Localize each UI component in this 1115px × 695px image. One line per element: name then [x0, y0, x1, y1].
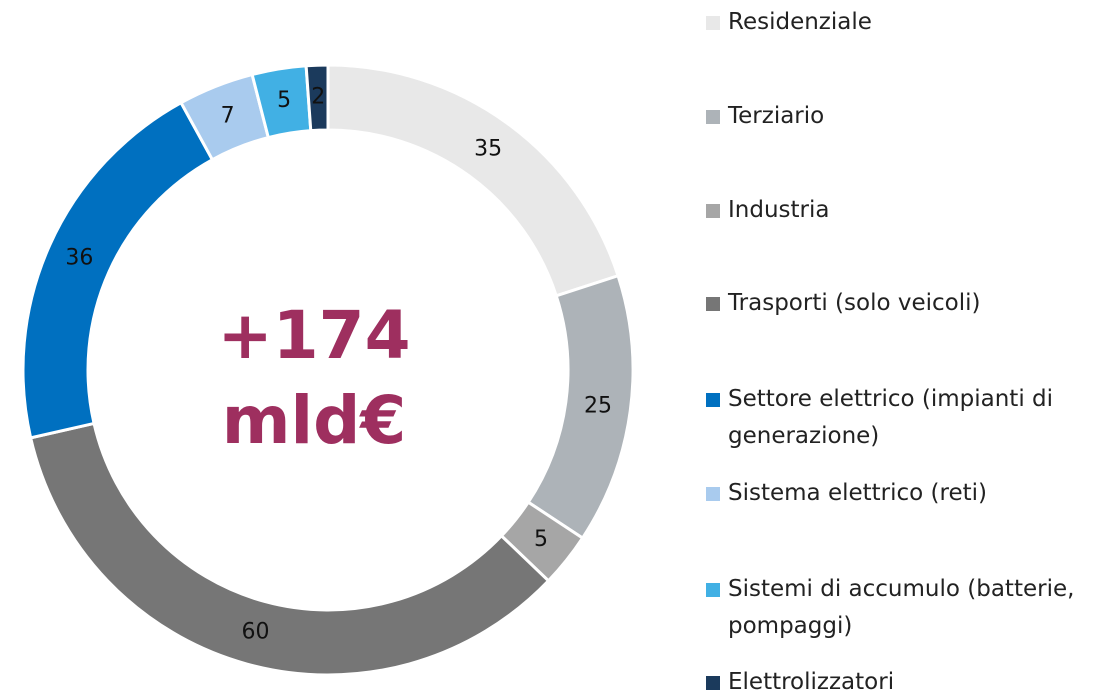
legend-item: Sistema elettrico (reti)	[706, 475, 1101, 512]
donut-segment	[526, 273, 635, 541]
data-label: 25	[584, 394, 612, 419]
data-label: 60	[242, 620, 270, 645]
legend-swatch	[706, 16, 720, 30]
legend-label: Settore elettrico (impianti di generazio…	[728, 386, 1054, 449]
legend-swatch	[706, 676, 720, 690]
legend-label: Industria	[728, 197, 830, 223]
legend-swatch	[706, 487, 720, 501]
donut-segment	[28, 421, 551, 677]
legend-swatch	[706, 204, 720, 218]
data-label: 5	[534, 527, 548, 552]
legend-item: Elettrolizzatori	[706, 664, 1101, 695]
data-label: 2	[311, 85, 325, 110]
data-label: 35	[474, 137, 502, 162]
center-label: mld€	[222, 382, 407, 459]
center-label: +174	[217, 297, 410, 374]
donut-segment	[326, 63, 620, 298]
donut-segment	[304, 63, 330, 133]
data-label: 36	[65, 245, 93, 270]
legend-item: Settore elettrico (impianti di generazio…	[706, 381, 1101, 455]
legend-label: Trasporti (solo veicoli)	[728, 290, 981, 316]
legend-item: Terziario	[706, 98, 1101, 135]
legend-swatch	[706, 393, 720, 407]
donut-segment	[21, 100, 215, 440]
legend-item: Residenziale	[706, 4, 1101, 41]
legend-item: Trasporti (solo veicoli)	[706, 285, 1101, 322]
legend-item: Industria	[706, 192, 1101, 229]
data-label: 7	[221, 104, 235, 129]
legend-swatch	[706, 583, 720, 597]
legend-swatch	[706, 297, 720, 311]
data-label: 5	[277, 88, 291, 113]
legend-label: Sistema elettrico (reti)	[728, 480, 988, 506]
legend-swatch	[706, 110, 720, 124]
legend-label: Sistemi di accumulo (batterie, pompaggi)	[728, 576, 1075, 639]
legend-label: Terziario	[728, 103, 825, 129]
legend-label: Elettrolizzatori	[728, 669, 895, 695]
legend-label: Residenziale	[728, 9, 872, 35]
legend-item: Sistemi di accumulo (batterie, pompaggi)	[706, 571, 1101, 645]
